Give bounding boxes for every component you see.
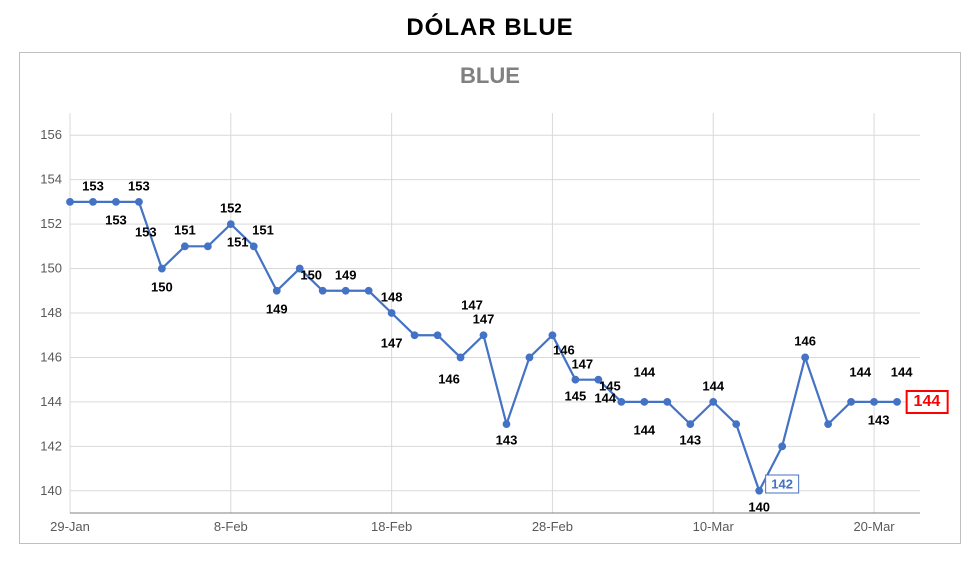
data-label: 153	[105, 213, 127, 226]
data-label: 146	[794, 335, 816, 348]
data-label: 145	[565, 389, 587, 402]
data-label: 153	[128, 179, 150, 192]
data-label: 142	[765, 475, 799, 494]
data-label: 143	[496, 434, 518, 447]
data-label: 150	[300, 268, 322, 281]
data-label: 143	[868, 413, 890, 426]
data-label: 148	[381, 291, 403, 304]
data-label: 151	[174, 224, 196, 237]
data-label: 153	[82, 179, 104, 192]
data-label: 147	[571, 357, 593, 370]
data-label: 147	[473, 313, 495, 326]
data-label: 146	[553, 343, 575, 356]
data-label: 144	[849, 365, 871, 378]
data-label: 149	[335, 268, 357, 281]
data-label-layer: 1531531531531501511521511511491501491481…	[20, 53, 960, 543]
data-label: 147	[381, 337, 403, 350]
data-label: 152	[220, 202, 242, 215]
data-label: 151	[252, 224, 274, 237]
data-label: 153	[135, 225, 157, 238]
data-label: 150	[151, 280, 173, 293]
data-label: 140	[748, 500, 770, 513]
data-label: 149	[266, 302, 288, 315]
data-label: 146	[438, 373, 460, 386]
data-label: 144	[891, 365, 913, 378]
final-value-label: 144	[906, 390, 949, 414]
data-label: 144	[633, 365, 655, 378]
data-label: 147	[461, 299, 483, 312]
data-label: 143	[679, 434, 701, 447]
data-label: 144	[702, 379, 724, 392]
data-label: 151	[227, 236, 249, 249]
chart-container: BLUE 14014214414614815015215415629-Jan8-…	[19, 52, 961, 544]
data-label: 144	[633, 423, 655, 436]
data-label: 144	[594, 391, 616, 404]
page-title: DÓLAR BLUE	[0, 14, 980, 42]
data-label: 145	[599, 379, 621, 392]
